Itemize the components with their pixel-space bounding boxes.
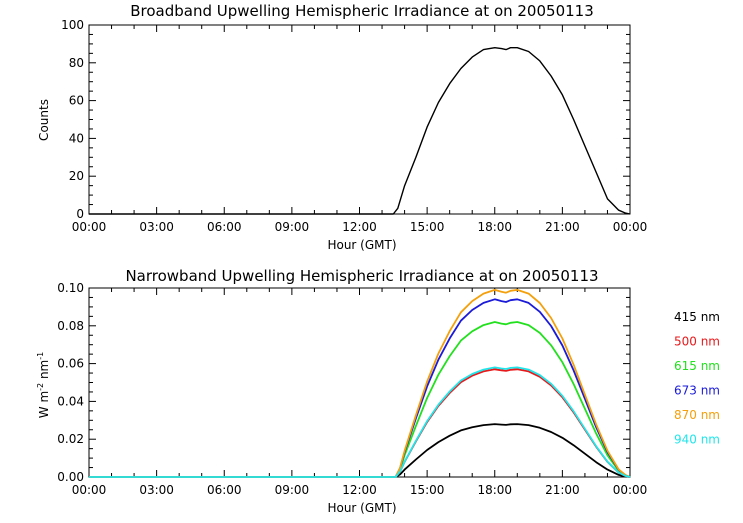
chart-1-y-tick-label: 20	[69, 169, 84, 183]
chart-2-x-tick-label: 15:00	[410, 483, 445, 497]
chart-2-y-tick-label: 0.06	[57, 357, 84, 371]
chart-2-y-tick-label: 0.02	[57, 432, 84, 446]
chart-1-y-axis-label: Counts	[37, 99, 51, 141]
chart-1-x-tick-label: 06:00	[207, 220, 242, 234]
chart-1-x-axis-label: Hour (GMT)	[327, 238, 396, 252]
chart-2-x-tick-label: 03:00	[139, 483, 174, 497]
ylabel-sup-1: -2	[36, 383, 45, 391]
plot-layer: 00:00 03:00 06:00 09:00 12:00 15:00 18:00 21:00…	[57, 18, 720, 497]
chart-1-y-tick-label: 0	[76, 207, 84, 221]
legend-label-500-nm: 500 nm	[674, 335, 720, 349]
chart-2-y-axis-label: W m-2 nm-1	[36, 352, 51, 418]
chart-2-x-tick-label: 12:00	[342, 483, 377, 497]
chart-2-x-tick-label: 00:00	[72, 483, 107, 497]
chart-1-x-tick-label: 00:00	[613, 220, 648, 234]
ylabel-main: W m	[37, 391, 51, 418]
chart-2-x-axis-label: Hour (GMT)	[327, 501, 396, 515]
legend-label-870-nm: 870 nm	[674, 408, 720, 422]
chart-1-y-tick-label: 80	[69, 56, 84, 70]
legend-label-615-nm: 615 nm	[674, 359, 720, 373]
chart-1-x-tick-label: 18:00	[477, 220, 512, 234]
chart-1-x-tick-label: 21:00	[545, 220, 580, 234]
chart-2-series-line-940-nm	[89, 366, 631, 478]
legend-label-940-nm: 940 nm	[674, 433, 720, 447]
chart-1-y-tick-label: 60	[69, 94, 84, 108]
chart-2-series-line-415-nm	[89, 423, 631, 478]
chart-1-x-tick-label: 00:00	[72, 220, 107, 234]
chart-2-y-tick-label: 0.00	[57, 470, 84, 484]
chart-1-x-tick-label: 03:00	[139, 220, 174, 234]
ylabel-sup-2: -1	[36, 352, 45, 360]
chart-2-title: Narrowband Upwelling Hemispheric Irradia…	[125, 267, 598, 285]
chart-2-series-line-615-nm	[89, 321, 631, 478]
chart-2-y-tick-label: 0.10	[57, 281, 84, 295]
chart-1-x-tick-label: 15:00	[410, 220, 445, 234]
chart-2-x-tick-label: 00:00	[613, 483, 648, 497]
ylabel-mid: nm	[37, 360, 51, 383]
chart-2-series-line-673-nm	[89, 298, 631, 478]
chart-1-x-tick-label: 12:00	[342, 220, 377, 234]
chart-1-x-tick-label: 09:00	[275, 220, 310, 234]
chart-2-series-line-870-nm	[89, 288, 631, 478]
chart-2-x-tick-label: 09:00	[275, 483, 310, 497]
chart-2-x-tick-label: 18:00	[477, 483, 512, 497]
legend-label-673-nm: 673 nm	[674, 384, 720, 398]
chart-2-series-line-500-nm	[89, 368, 631, 478]
chart-2-y-tick-label: 0.04	[57, 394, 84, 408]
chart-1-title: Broadband Upwelling Hemispheric Irradian…	[130, 2, 594, 20]
chart-2-x-tick-label: 06:00	[207, 483, 242, 497]
chart-1-frame	[88, 24, 631, 215]
legend-label-415-nm: 415 nm	[674, 310, 720, 324]
chart-1-y-tick-label: 100	[61, 18, 84, 32]
chart-1-y-tick-label: 40	[69, 131, 84, 145]
chart-2-x-tick-label: 21:00	[545, 483, 580, 497]
chart-2-y-tick-label: 0.08	[57, 319, 84, 333]
chart-1-series-line	[89, 47, 631, 215]
